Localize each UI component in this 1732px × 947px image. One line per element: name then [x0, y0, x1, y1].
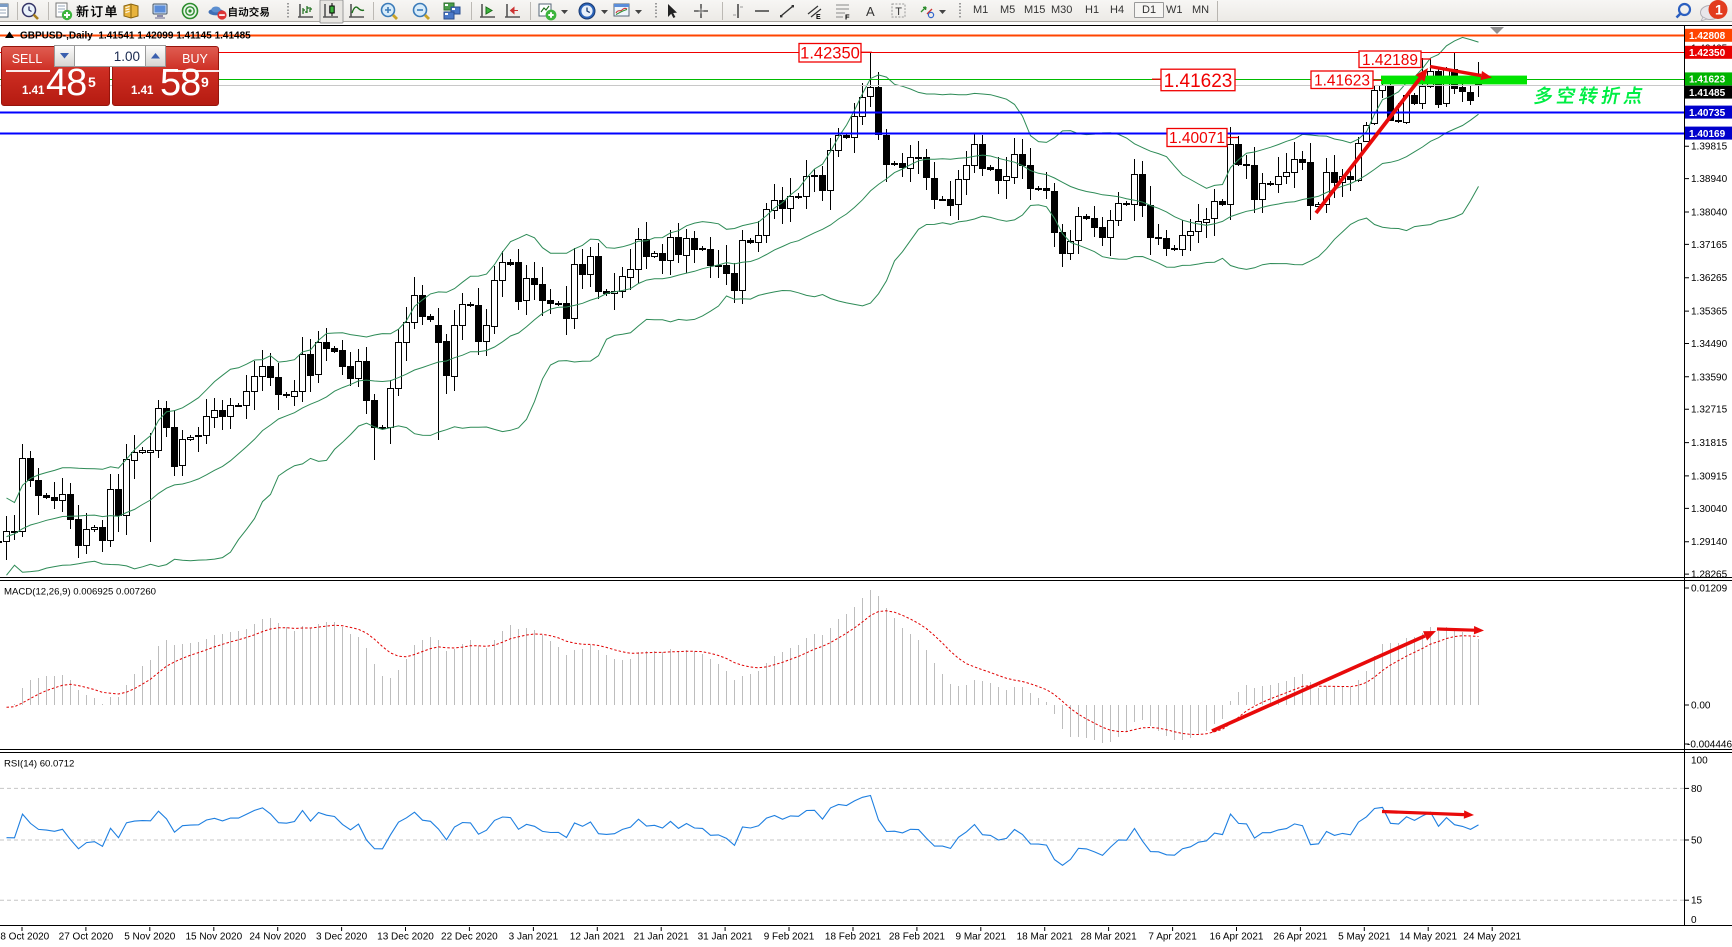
- svg-text:T: T: [895, 6, 902, 18]
- svg-text:21 Jan 2021: 21 Jan 2021: [634, 932, 689, 943]
- svg-text:15: 15: [1691, 896, 1703, 907]
- svg-text:80: 80: [1691, 784, 1703, 795]
- svg-text:0.01209: 0.01209: [1691, 584, 1728, 595]
- svg-text:18 Feb 2021: 18 Feb 2021: [825, 932, 882, 943]
- svg-text:1.38940: 1.38940: [1691, 174, 1728, 185]
- svg-text:1.42189: 1.42189: [1362, 52, 1418, 69]
- svg-text:GBPUSD-,Daily 1.41541 1.42099: GBPUSD-,Daily 1.41541 1.42099 1.41145 1.…: [20, 30, 251, 41]
- svg-text:9 Feb 2021: 9 Feb 2021: [764, 932, 815, 943]
- svg-text:24 May 2021: 24 May 2021: [1463, 932, 1521, 943]
- svg-text:1.37165: 1.37165: [1691, 240, 1728, 251]
- svg-text:1.35365: 1.35365: [1691, 307, 1728, 318]
- svg-text:28 Mar 2021: 28 Mar 2021: [1081, 932, 1138, 943]
- svg-text:27 Oct 2020: 27 Oct 2020: [59, 932, 114, 943]
- svg-text:1: 1: [1715, 2, 1723, 18]
- svg-text:15 Nov 2020: 15 Nov 2020: [185, 932, 242, 943]
- svg-text:1.29140: 1.29140: [1691, 537, 1728, 548]
- svg-text:16 Apr 2021: 16 Apr 2021: [1210, 932, 1264, 943]
- svg-text:12 Jan 2021: 12 Jan 2021: [570, 932, 625, 943]
- svg-text:1.31815: 1.31815: [1691, 438, 1728, 449]
- svg-text:14 May 2021: 14 May 2021: [1399, 932, 1457, 943]
- svg-text:1.40169: 1.40169: [1689, 129, 1726, 140]
- svg-text:1.34490: 1.34490: [1691, 339, 1728, 350]
- svg-text:1.32715: 1.32715: [1691, 405, 1728, 416]
- svg-text:1.28265: 1.28265: [1691, 570, 1728, 581]
- svg-text:50: 50: [1691, 836, 1703, 847]
- svg-text:18 Mar 2021: 18 Mar 2021: [1017, 932, 1074, 943]
- svg-text:3 Jan 2021: 3 Jan 2021: [509, 932, 559, 943]
- svg-text:7 Apr 2021: 7 Apr 2021: [1148, 932, 1197, 943]
- svg-text:13 Dec 2020: 13 Dec 2020: [377, 932, 434, 943]
- svg-text:1.41623: 1.41623: [1164, 71, 1233, 92]
- svg-text:0.00: 0.00: [1691, 701, 1711, 712]
- svg-text:1.42350: 1.42350: [1689, 48, 1726, 59]
- svg-text:0: 0: [1691, 915, 1697, 926]
- svg-text:1.30915: 1.30915: [1691, 471, 1728, 482]
- svg-text:A: A: [866, 4, 875, 19]
- svg-text:100: 100: [1691, 756, 1708, 767]
- svg-text:1.41623: 1.41623: [1689, 75, 1726, 86]
- svg-text:5 Nov 2020: 5 Nov 2020: [124, 932, 176, 943]
- svg-text:MACD(12,26,9) 0.006925 0.00726: MACD(12,26,9) 0.006925 0.007260: [4, 587, 156, 598]
- svg-text:1.30040: 1.30040: [1691, 504, 1728, 515]
- svg-text:3 Dec 2020: 3 Dec 2020: [316, 932, 368, 943]
- svg-text:1.40735: 1.40735: [1689, 108, 1726, 119]
- svg-text:28 Feb 2021: 28 Feb 2021: [889, 932, 946, 943]
- svg-text:24 Nov 2020: 24 Nov 2020: [249, 932, 306, 943]
- svg-text:-0.004446: -0.004446: [1687, 740, 1732, 751]
- svg-text:1.40071: 1.40071: [1169, 130, 1225, 147]
- svg-text:1.42350: 1.42350: [800, 45, 860, 63]
- svg-text:F: F: [845, 13, 850, 22]
- svg-text:1.42808: 1.42808: [1689, 31, 1726, 42]
- svg-text:E: E: [816, 14, 821, 21]
- svg-text:1.41623: 1.41623: [1314, 72, 1370, 89]
- svg-text:RSI(14) 60.0712: RSI(14) 60.0712: [4, 759, 74, 770]
- svg-text:26 Apr 2021: 26 Apr 2021: [1273, 932, 1327, 943]
- svg-text:1.41485: 1.41485: [1689, 88, 1726, 99]
- svg-text:1.39815: 1.39815: [1691, 142, 1728, 153]
- svg-text:5 May 2021: 5 May 2021: [1338, 932, 1391, 943]
- svg-text:1.36265: 1.36265: [1691, 273, 1728, 284]
- svg-text:9 Mar 2021: 9 Mar 2021: [956, 932, 1007, 943]
- svg-text:1.38040: 1.38040: [1691, 208, 1728, 219]
- svg-text:22 Dec 2020: 22 Dec 2020: [441, 932, 498, 943]
- svg-text:1.33590: 1.33590: [1691, 372, 1728, 383]
- svg-text:18 Oct 2020: 18 Oct 2020: [0, 932, 50, 943]
- svg-text:31 Jan 2021: 31 Jan 2021: [698, 932, 753, 943]
